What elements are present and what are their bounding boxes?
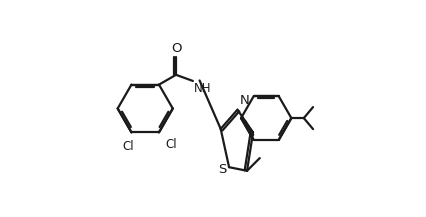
Text: N: N	[239, 94, 249, 107]
Text: S: S	[217, 163, 226, 176]
Text: Cl: Cl	[122, 140, 133, 153]
Text: O: O	[170, 42, 181, 55]
Text: Cl: Cl	[164, 138, 176, 151]
Text: NH: NH	[193, 82, 210, 95]
